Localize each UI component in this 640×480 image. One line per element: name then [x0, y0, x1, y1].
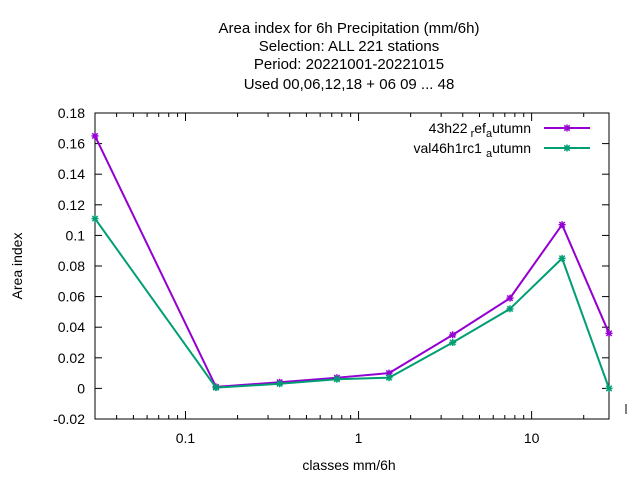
series-1-point-7	[558, 254, 566, 262]
legend-marker-0	[563, 124, 571, 132]
series-0-point-0	[91, 132, 99, 140]
y-tick-label-6: 0.1	[66, 227, 86, 243]
x-tick-label-0: 0.1	[176, 430, 196, 446]
y-tick-label-0: -0.02	[53, 411, 85, 427]
series-1-point-1	[212, 384, 220, 392]
y-axis-label: Area index	[9, 233, 25, 300]
y-tick-label-7: 0.12	[58, 197, 85, 213]
x-axis: 0.1 1 10	[94, 113, 627, 446]
x-tick-label-1: 1	[355, 430, 363, 446]
legend-label-0: 43h22 refautumn	[429, 120, 531, 140]
y-tick-label-3: 0.04	[58, 319, 85, 335]
series-1-point-2	[276, 380, 284, 388]
legend-label-1: val46h1rc1 autumn	[413, 140, 531, 160]
title-line-1: Area index for 6h Precipitation (mm/6h)	[219, 20, 480, 37]
series-layer	[91, 132, 613, 392]
legend-entry-0: 43h22 refautumn	[429, 120, 590, 140]
legend-marker-1	[563, 144, 571, 152]
series-1-point-5	[449, 339, 457, 346]
y-tick-label-10: 0.18	[58, 105, 85, 121]
series-1-point-0	[91, 215, 99, 223]
legend-marker-glyph-0	[563, 124, 571, 132]
series-0-point-5	[449, 331, 457, 339]
y-tick-label-5: 0.08	[58, 258, 85, 274]
x-axis-label: classes mm/6h	[302, 457, 395, 473]
series-0-point-7	[558, 221, 566, 229]
series-1-point-8	[605, 384, 613, 392]
title-line-2: Selection: ALL 221 stations	[259, 38, 439, 55]
title-line-3: Period: 20221001-20221015	[254, 56, 444, 73]
series-1-point-4	[385, 374, 393, 382]
series-0-point-8	[605, 329, 613, 337]
legend-entry-1: val46h1rc1 autumn	[413, 140, 590, 160]
y-tick-label-1: 0	[77, 380, 85, 396]
series-line-1	[94, 217, 610, 389]
title-line-4: Used 00,06,12,18 + 06 09 ... 48	[244, 76, 455, 93]
chart-title: Area index for 6h Precipitation (mm/6h) …	[219, 20, 480, 93]
series-1-point-6	[506, 305, 514, 313]
legend: 43h22 refautumn val46h1rc1 autumn	[413, 120, 590, 160]
series-line-0	[94, 135, 610, 388]
y-tick-label-4: 0.06	[58, 289, 85, 305]
legend-marker-glyph-1	[563, 144, 571, 152]
series-1-point-3	[333, 375, 341, 383]
y-tick-label-9: 0.16	[58, 136, 85, 152]
y-tick-label-8: 0.14	[58, 166, 85, 182]
x-tick-label-2: 10	[524, 430, 540, 446]
y-axis: -0.02 0 0.02 0.04 0.06 0.08 0.1 0.12 0.14 0.16 0.1…	[53, 105, 609, 427]
series-0-point-6	[506, 294, 514, 302]
y-tick-label-2: 0.02	[58, 350, 85, 366]
